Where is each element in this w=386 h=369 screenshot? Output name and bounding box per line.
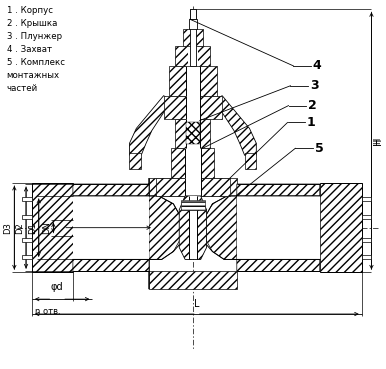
- Bar: [73, 184, 149, 196]
- Bar: [362, 238, 371, 242]
- Bar: [156, 178, 230, 196]
- Bar: [175, 46, 210, 66]
- Bar: [22, 238, 32, 242]
- Text: n отв.: n отв.: [35, 307, 61, 316]
- Text: 2: 2: [308, 99, 317, 112]
- Bar: [149, 271, 237, 289]
- Polygon shape: [73, 178, 181, 289]
- Text: L: L: [194, 299, 200, 309]
- Bar: [237, 196, 320, 259]
- Bar: [362, 255, 371, 259]
- Text: DN: DN: [42, 221, 51, 234]
- Bar: [185, 178, 201, 196]
- Bar: [129, 153, 141, 169]
- Bar: [32, 183, 73, 272]
- Text: D2: D2: [15, 222, 24, 234]
- Text: монтажных: монтажных: [7, 71, 60, 80]
- Bar: [175, 118, 210, 148]
- Bar: [189, 19, 197, 29]
- Text: φd: φd: [51, 282, 64, 292]
- Bar: [183, 29, 203, 46]
- Text: 1: 1: [307, 116, 316, 129]
- Bar: [188, 46, 198, 66]
- Bar: [237, 259, 320, 271]
- Bar: [169, 66, 217, 96]
- Bar: [171, 148, 214, 178]
- Bar: [186, 66, 200, 96]
- Bar: [320, 183, 362, 272]
- Bar: [185, 148, 201, 178]
- Text: 5 . Комплекс: 5 . Комплекс: [7, 58, 64, 67]
- Bar: [22, 215, 32, 219]
- Text: 2 . Крышка: 2 . Крышка: [7, 19, 57, 28]
- Text: 4 . Захват: 4 . Захват: [7, 45, 52, 54]
- Bar: [164, 96, 222, 118]
- Text: H: H: [373, 137, 383, 145]
- Bar: [237, 184, 320, 196]
- Bar: [73, 196, 149, 259]
- Polygon shape: [214, 96, 256, 155]
- Bar: [22, 197, 32, 201]
- Bar: [181, 200, 205, 210]
- Polygon shape: [129, 96, 171, 155]
- Bar: [189, 196, 197, 259]
- Text: D1: D1: [28, 222, 37, 234]
- Polygon shape: [205, 184, 320, 271]
- Bar: [190, 9, 196, 66]
- Bar: [186, 96, 200, 118]
- Text: 3: 3: [310, 79, 318, 92]
- Polygon shape: [179, 196, 207, 259]
- Text: 5: 5: [315, 142, 323, 155]
- Bar: [245, 153, 256, 169]
- Bar: [186, 118, 200, 148]
- Bar: [186, 123, 200, 144]
- Bar: [362, 197, 371, 201]
- Bar: [190, 9, 196, 19]
- Bar: [149, 178, 237, 196]
- Text: 1 . Корпус: 1 . Корпус: [7, 6, 52, 15]
- Bar: [73, 259, 149, 271]
- Text: D3: D3: [3, 222, 12, 234]
- Bar: [22, 255, 32, 259]
- Text: H: H: [373, 138, 383, 144]
- Text: частей: частей: [7, 84, 38, 93]
- Text: 4: 4: [313, 59, 322, 72]
- Bar: [362, 215, 371, 219]
- Text: 3 . Плунжер: 3 . Плунжер: [7, 32, 62, 41]
